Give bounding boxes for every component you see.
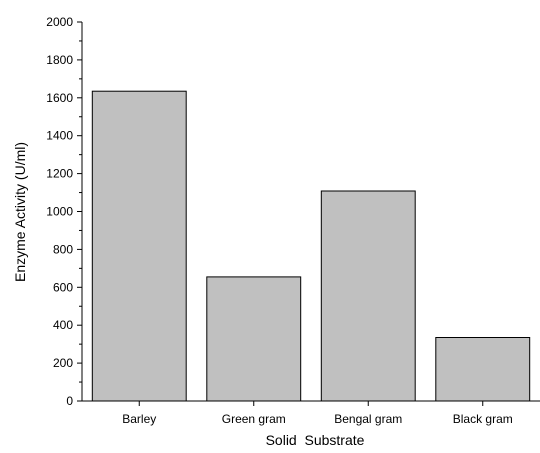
bars-group xyxy=(91,90,531,402)
y-tick-label: 1000 xyxy=(46,205,73,219)
bar-bengal-gram xyxy=(320,190,416,402)
y-tick-label: 1800 xyxy=(46,53,73,67)
y-tick-label: 800 xyxy=(53,242,73,256)
x-tick-label: Barley xyxy=(122,412,156,426)
y-tick-label: 1400 xyxy=(46,129,73,143)
y-tick-label: 200 xyxy=(53,356,73,370)
y-axis: 0 200 400 600 800 1000 1200 1400 1600 1800 2000 xyxy=(46,15,83,408)
bar-green-gram xyxy=(206,276,302,402)
bar-barley xyxy=(91,90,187,402)
x-tick-label: Bengal gram xyxy=(334,412,402,426)
y-tick-label: 1600 xyxy=(46,91,73,105)
y-tick-label: 2000 xyxy=(46,15,73,29)
bar-black-gram xyxy=(435,337,531,402)
y-tick-label: 0 xyxy=(66,394,73,408)
y-tick-label: 600 xyxy=(53,280,73,294)
x-tick-label: Green gram xyxy=(222,412,286,426)
y-tick-label: 400 xyxy=(53,318,73,332)
y-tick-label: 1200 xyxy=(46,167,73,181)
x-axis-title: Solid Substrate xyxy=(266,432,365,448)
x-tick-label: Black gram xyxy=(453,412,513,426)
y-axis-title: Enzyme Activity (U/ml) xyxy=(12,142,28,282)
x-axis: Barley Green gram Bengal gram Black gram xyxy=(82,400,540,426)
